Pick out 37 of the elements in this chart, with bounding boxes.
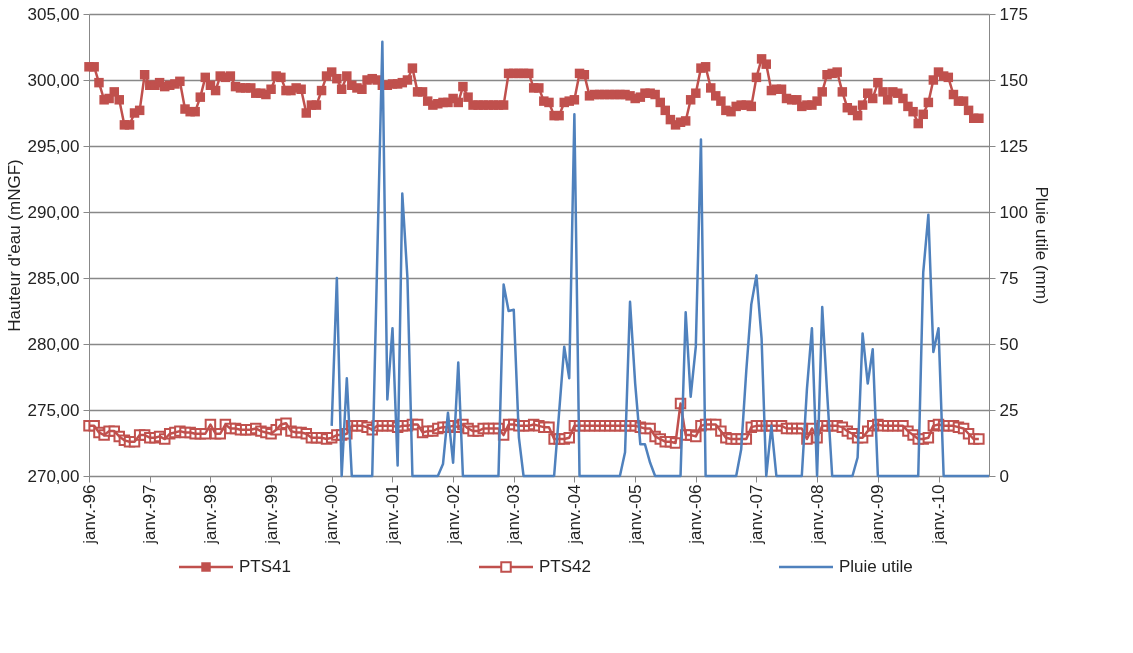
- y2-tick-label: 100: [999, 202, 1028, 222]
- y-tick-label: 285,00: [27, 268, 80, 288]
- line-series: [330, 40, 991, 478]
- legend-label: PTS41: [239, 557, 291, 576]
- y2-axis-title: Pluie utile (mm): [1031, 186, 1051, 305]
- y-tick-label: 290,00: [27, 202, 80, 222]
- x-tick-label: janv.-99: [261, 484, 281, 545]
- x-tick-label: janv.-03: [504, 484, 524, 545]
- x-tick-label: janv.-05: [625, 484, 645, 545]
- x-tick-label: janv.-04: [564, 484, 584, 545]
- y2-tick-label: 175: [999, 4, 1028, 24]
- y-tick-label: 275,00: [27, 400, 80, 420]
- x-tick-label: janv.-09: [868, 484, 888, 545]
- y-axis-title: Hauteur d'eau (mNGF): [4, 159, 24, 332]
- y2-tick-label: 75: [999, 268, 1019, 288]
- y2-tick-label: 150: [999, 70, 1028, 90]
- x-tick-label: janv.-96: [79, 484, 99, 545]
- y-tick-label: 295,00: [27, 136, 80, 156]
- x-tick-label: janv.-06: [686, 484, 706, 545]
- legend-label: PTS42: [539, 557, 591, 576]
- y2-tick-label: 125: [999, 136, 1028, 156]
- y2-tick-label: 50: [999, 334, 1019, 354]
- legend-label: Pluie utile: [839, 557, 913, 576]
- x-tick-label: janv.-02: [443, 484, 463, 545]
- x-tick-label: janv.-00: [322, 484, 342, 545]
- x-tick-label: janv.-07: [746, 484, 766, 545]
- y-tick-label: 280,00: [27, 334, 80, 354]
- y2-tick-label: 0: [999, 466, 1009, 486]
- y-tick-label: 270,00: [27, 466, 80, 486]
- y2-tick-label: 25: [999, 400, 1019, 420]
- x-tick-label: janv.-08: [807, 484, 827, 545]
- y-tick-label: 300,00: [27, 70, 80, 90]
- x-tick-label: janv.-98: [200, 484, 220, 545]
- x-tick-label: janv.-97: [140, 484, 160, 545]
- x-tick-label: janv.-10: [929, 484, 948, 545]
- y-tick-label: 305,00: [27, 4, 80, 24]
- x-tick-label: janv.-01: [382, 484, 402, 545]
